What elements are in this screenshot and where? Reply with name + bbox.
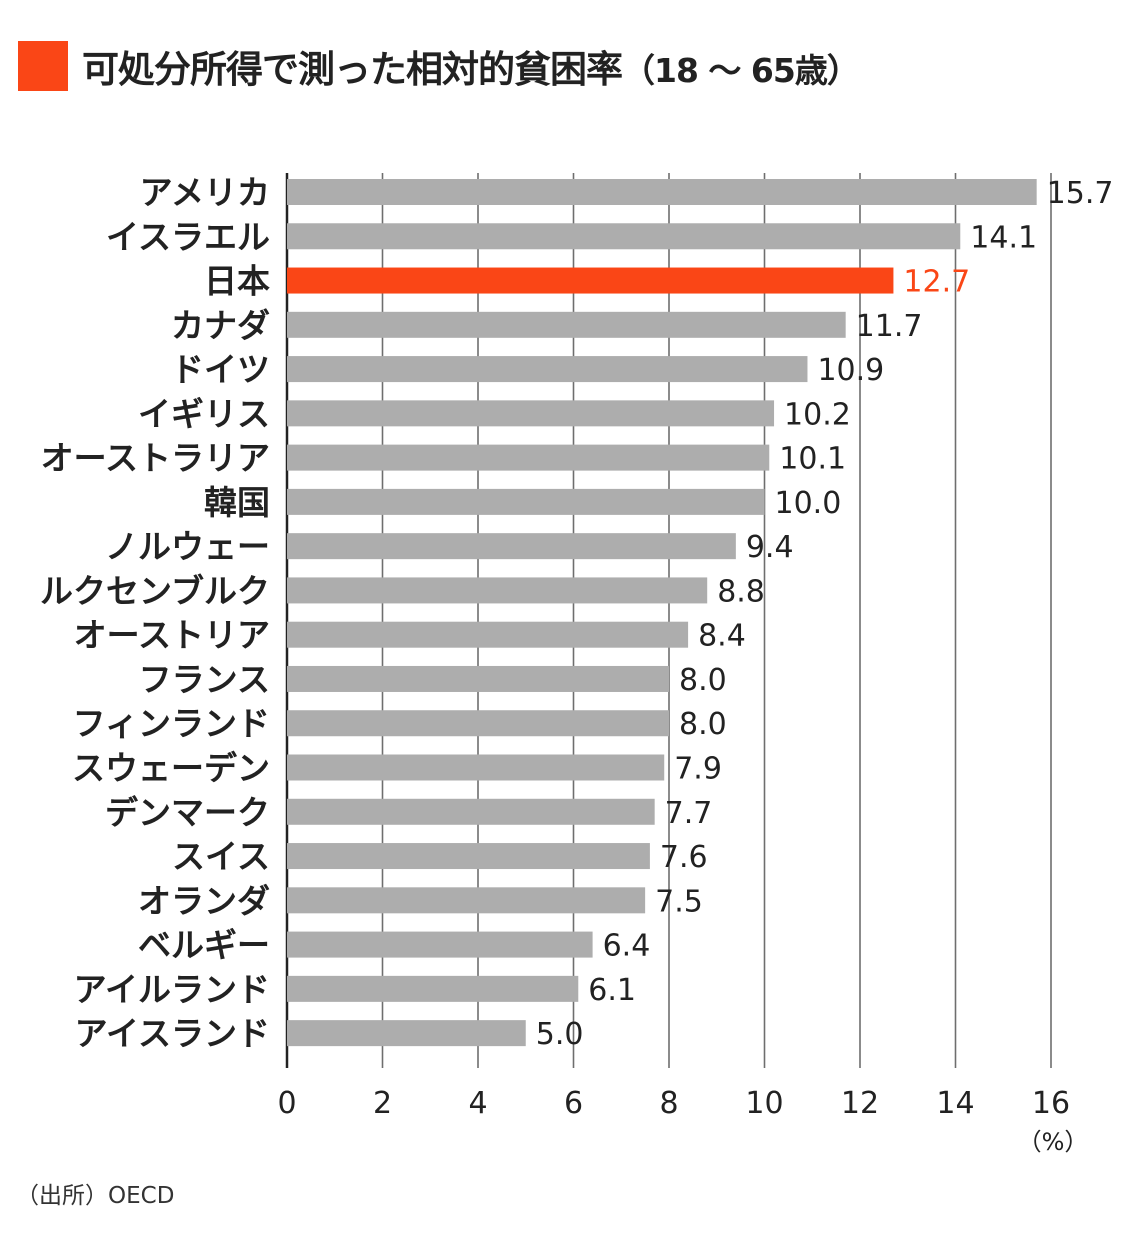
category-label: スイス [172, 837, 270, 876]
category-label: フィンランド [73, 704, 270, 743]
category-label: 韓国 [204, 483, 270, 522]
category-label: アイルランド [74, 970, 270, 1009]
value-label: 7.5 [655, 884, 703, 919]
value-label: 6.4 [603, 929, 651, 964]
bar [287, 533, 736, 560]
value-label: 14.1 [970, 220, 1037, 255]
bar [287, 843, 650, 870]
bar [287, 975, 579, 1002]
category-label: カナダ [171, 306, 270, 345]
value-label: 7.7 [665, 796, 713, 831]
bar [287, 710, 669, 737]
bar [287, 621, 689, 648]
x-axis-unit: （%） [1018, 1128, 1089, 1156]
value-label: 12.7 [903, 265, 970, 300]
value-label: 10.2 [784, 397, 851, 432]
x-tick-label: 12 [841, 1086, 879, 1121]
bar [287, 267, 894, 294]
bar [287, 577, 708, 604]
x-tick-label: 4 [468, 1086, 487, 1121]
title-marker [18, 41, 68, 91]
bar [287, 488, 765, 515]
x-tick-label: 14 [936, 1086, 974, 1121]
value-label: 8.8 [717, 574, 765, 609]
bar [287, 1020, 526, 1047]
bar [287, 887, 646, 914]
bar [287, 223, 961, 250]
category-label: オーストリア [74, 616, 270, 655]
value-label: 8.0 [679, 707, 727, 742]
value-label: 15.7 [1047, 176, 1114, 211]
value-label: 8.0 [679, 663, 727, 698]
value-label: 8.4 [698, 619, 746, 654]
x-tick-label: 16 [1032, 1086, 1070, 1121]
category-label: ノルウェー [105, 527, 270, 566]
category-label: スウェーデン [72, 749, 270, 788]
category-label: ドイツ [171, 350, 270, 389]
x-tick-label: 10 [745, 1086, 783, 1121]
bar [287, 665, 669, 692]
chart-title-main: 可処分所得で測った相対的貧困率 [82, 48, 623, 91]
bar [287, 931, 593, 958]
category-label: オランダ [138, 881, 270, 920]
bar [287, 798, 655, 825]
chart-title: 可処分所得で測った相対的貧困率（18 ～ 65歳） [18, 40, 860, 92]
category-label: オーストラリア [41, 439, 270, 478]
x-tick-label: 0 [277, 1086, 296, 1121]
bar [287, 754, 665, 781]
x-tick-label: 2 [373, 1086, 392, 1121]
category-label: 日本 [204, 262, 270, 301]
chart-title-sub: （18 ～ 65歳） [622, 51, 860, 90]
bar [287, 400, 775, 427]
bar [287, 356, 808, 383]
category-label: アイスランド [75, 1014, 270, 1053]
category-label: ルクセンブルク [40, 571, 270, 610]
bar [287, 311, 846, 338]
bar [287, 444, 770, 471]
value-label: 10.0 [775, 486, 842, 521]
x-tick-label: 6 [564, 1086, 583, 1121]
bar [287, 179, 1037, 205]
value-label: 10.9 [817, 353, 884, 388]
category-label: アメリカ [140, 173, 270, 212]
category-label: デンマーク [105, 793, 270, 832]
source-note: （出所）OECD [16, 1183, 175, 1209]
value-label: 9.4 [746, 530, 794, 565]
value-label: 7.9 [674, 752, 722, 787]
category-label: イギリス [138, 394, 270, 433]
value-label: 5.0 [536, 1017, 584, 1052]
category-label: イスラエル [106, 217, 270, 256]
value-label: 11.7 [856, 309, 923, 344]
category-label: フランス [139, 660, 270, 699]
value-label: 10.1 [779, 442, 846, 477]
x-tick-label: 8 [659, 1086, 678, 1121]
category-label: ベルギー [138, 926, 270, 965]
value-label: 7.6 [660, 840, 708, 875]
value-label: 6.1 [588, 973, 636, 1008]
